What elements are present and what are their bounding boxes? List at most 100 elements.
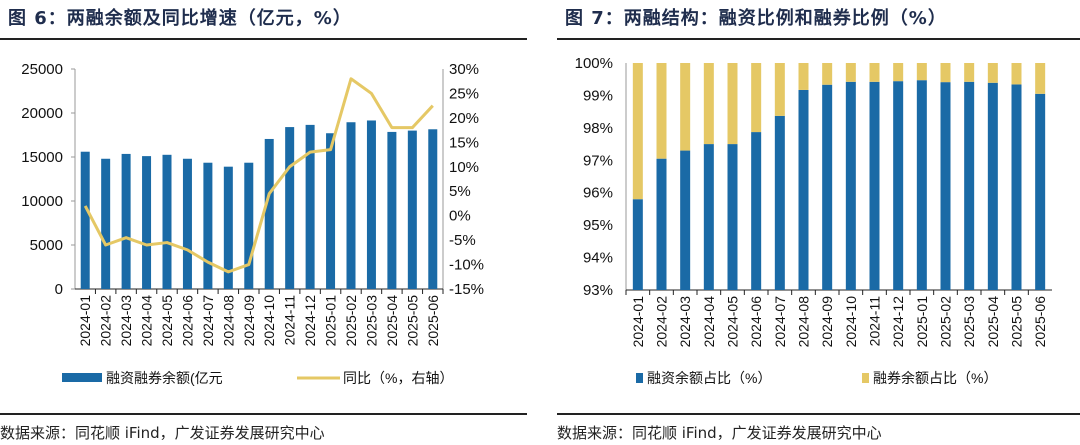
left-bottom-rule bbox=[0, 413, 527, 415]
x-tick-label: 2024-11 bbox=[867, 296, 883, 347]
x-tick-label: 2025-02 bbox=[938, 296, 954, 348]
x-tick-label: 2024-04 bbox=[139, 295, 155, 347]
bar-2024-06 bbox=[182, 158, 192, 289]
x-tick-label: 2024-12 bbox=[890, 296, 906, 348]
bar-2024-10 bbox=[264, 138, 274, 289]
legend-label-yoy: 同比（%，右轴） bbox=[343, 370, 453, 386]
financing-bar-2024-12 bbox=[893, 81, 904, 290]
x-tick-label: 2025-01 bbox=[914, 296, 930, 348]
financing-bar-2024-09 bbox=[822, 84, 833, 290]
left-source-note: 数据来源：同花顺 iFind，广发证券发展研究中心 bbox=[0, 424, 325, 442]
x-tick-label: 2025-02 bbox=[343, 295, 359, 347]
lending-bar-2024-01 bbox=[632, 63, 643, 200]
bar-2024-03 bbox=[121, 153, 131, 289]
x-tick-label: 2024-04 bbox=[701, 296, 717, 348]
y-tick-label: 20000 bbox=[21, 105, 63, 122]
x-tick-label: 2025-04 bbox=[985, 296, 1001, 348]
financing-bar-2025-04 bbox=[987, 82, 998, 290]
y-tick-label: 98% bbox=[583, 120, 613, 137]
x-tick-label: 2024-08 bbox=[220, 295, 236, 347]
lending-bar-2025-06 bbox=[1035, 63, 1046, 94]
y2-tick-label: 30% bbox=[449, 61, 479, 78]
x-tick-label: 2024-05 bbox=[159, 295, 175, 347]
x-tick-label: 2025-01 bbox=[323, 295, 339, 347]
lending-bar-2024-02 bbox=[656, 63, 667, 159]
x-tick-label: 2024-09 bbox=[241, 295, 257, 347]
legend-swatch-financing bbox=[636, 373, 643, 383]
bar-2024-12 bbox=[305, 124, 315, 289]
y2-tick-label: -15% bbox=[449, 281, 484, 298]
legend-swatch-lending bbox=[862, 373, 869, 383]
y-tick-label: 100% bbox=[575, 55, 613, 72]
y-tick-label: 99% bbox=[583, 87, 613, 104]
financing-bar-2024-07 bbox=[774, 115, 785, 290]
financing-bar-2024-08 bbox=[798, 89, 809, 290]
x-tick-label: 2024-06 bbox=[748, 296, 764, 348]
bar-2024-11 bbox=[285, 127, 295, 289]
x-tick-label: 2024-08 bbox=[796, 296, 812, 348]
lending-bar-2024-03 bbox=[680, 63, 691, 151]
y-tick-label: 96% bbox=[583, 185, 613, 202]
x-tick-label: 2025-05 bbox=[404, 295, 420, 347]
y2-tick-label: -10% bbox=[449, 257, 484, 274]
x-tick-label: 2024-12 bbox=[302, 295, 318, 347]
legend-label-balance: 融资融券余额(亿元 bbox=[106, 370, 223, 386]
legend-swatch-balance bbox=[62, 373, 102, 382]
x-tick-label: 2024-10 bbox=[843, 296, 859, 348]
financing-bar-2024-10 bbox=[845, 81, 856, 291]
right-bottom-rule bbox=[557, 413, 1080, 415]
bar-2025-05 bbox=[407, 130, 417, 289]
yoy-line bbox=[83, 77, 434, 274]
y-tick-label: 95% bbox=[583, 217, 613, 234]
financing-bar-2025-03 bbox=[964, 81, 975, 291]
x-tick-label: 2024-01 bbox=[630, 296, 646, 348]
financing-bar-2024-02 bbox=[656, 158, 667, 290]
y2-tick-label: -5% bbox=[449, 232, 476, 249]
financing-bar-2025-05 bbox=[1011, 84, 1022, 290]
bar-2024-04 bbox=[142, 156, 152, 289]
lending-bar-2025-04 bbox=[987, 63, 998, 83]
lending-bar-2025-03 bbox=[964, 63, 975, 82]
bar-2024-01 bbox=[80, 151, 90, 289]
bar-2025-03 bbox=[366, 120, 376, 289]
y-tick-label: 97% bbox=[583, 152, 613, 169]
x-tick-label: 2025-04 bbox=[384, 295, 400, 347]
financing-bar-2024-03 bbox=[680, 150, 691, 290]
y-tick-label: 10000 bbox=[21, 193, 63, 210]
y2-tick-label: 10% bbox=[449, 159, 479, 176]
y-tick-label: 93% bbox=[583, 282, 613, 299]
y2-tick-label: 25% bbox=[449, 85, 479, 102]
legend-label-financing: 融资余额占比（%） bbox=[647, 370, 771, 386]
lending-bar-2024-04 bbox=[703, 63, 714, 145]
bar-2024-05 bbox=[162, 154, 172, 289]
x-tick-label: 2024-06 bbox=[179, 295, 195, 347]
x-tick-label: 2024-02 bbox=[98, 295, 114, 347]
y2-tick-label: 20% bbox=[449, 110, 479, 127]
bar-2024-09 bbox=[244, 162, 254, 289]
bar-2024-02 bbox=[101, 158, 111, 289]
right-source-note: 数据来源：同花顺 iFind，广发证券发展研究中心 bbox=[557, 424, 882, 442]
x-tick-label: 2024-03 bbox=[677, 296, 693, 348]
x-tick-label: 2024-10 bbox=[261, 295, 277, 347]
financing-bar-2025-01 bbox=[916, 80, 927, 291]
right-chart-title: 图 7：两融结构：融资比例和融券比例（%） bbox=[565, 8, 947, 29]
y-tick-label: 94% bbox=[583, 250, 613, 267]
bar-2025-04 bbox=[387, 131, 397, 289]
financing-bar-2024-05 bbox=[727, 144, 738, 290]
financing-bar-2025-06 bbox=[1035, 93, 1046, 290]
x-tick-label: 2024-09 bbox=[819, 296, 835, 348]
x-tick-label: 2025-03 bbox=[363, 295, 379, 347]
lending-bar-2025-01 bbox=[916, 63, 927, 81]
x-tick-label: 2025-03 bbox=[961, 296, 977, 348]
x-tick-label: 2024-01 bbox=[77, 295, 93, 347]
financing-bar-2024-01 bbox=[632, 199, 643, 290]
lending-bar-2024-11 bbox=[869, 63, 880, 82]
lending-bar-2024-10 bbox=[845, 63, 856, 82]
y-tick-label: 5000 bbox=[30, 237, 63, 254]
lending-bar-2024-12 bbox=[893, 63, 904, 82]
x-tick-label: 2024-07 bbox=[772, 296, 788, 348]
y-tick-label: 0 bbox=[55, 281, 63, 298]
financing-bar-2024-11 bbox=[869, 81, 880, 291]
y-tick-label: 15000 bbox=[21, 149, 63, 166]
